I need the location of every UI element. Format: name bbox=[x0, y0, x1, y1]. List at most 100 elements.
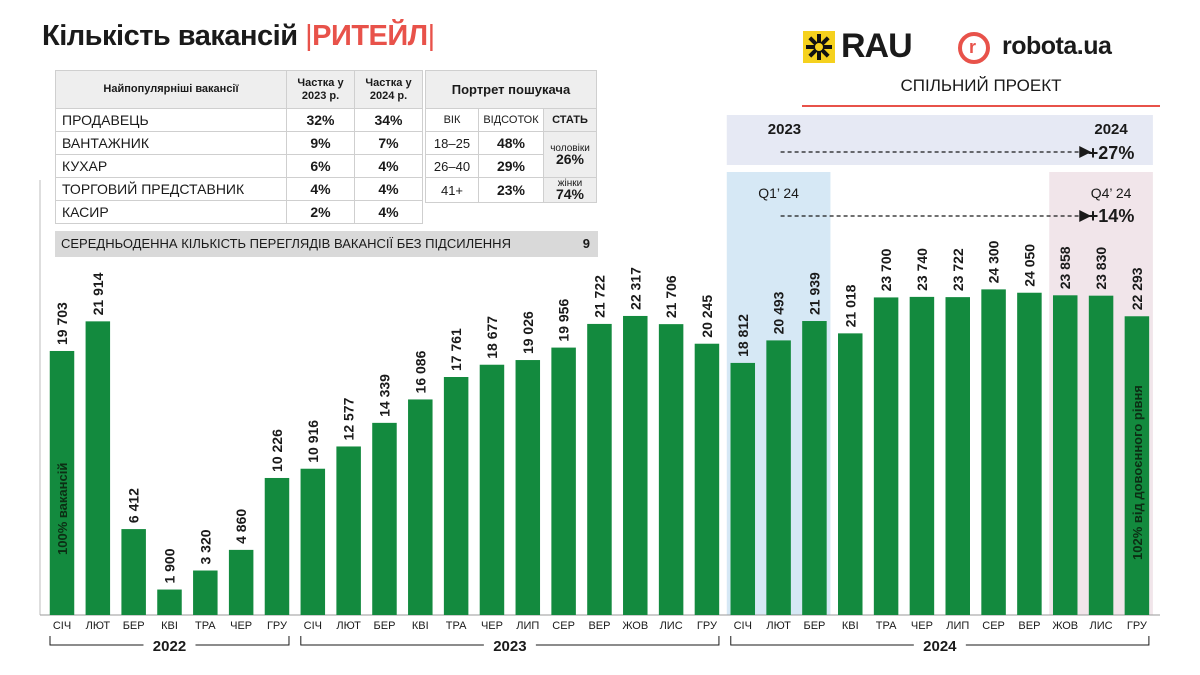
gender-female: жінки 74% bbox=[543, 177, 597, 203]
bar bbox=[372, 422, 397, 615]
comparison-from-label: Q1’ 24 bbox=[758, 185, 799, 201]
bar-value-label: 23 722 bbox=[950, 248, 966, 291]
female-label: жінки bbox=[557, 178, 583, 189]
title-main: Кількість вакансій bbox=[42, 20, 298, 52]
age-range: 18–25 bbox=[425, 131, 479, 155]
comparison-to-label: 2024 bbox=[1094, 121, 1128, 138]
month-tick-label: КВІ bbox=[842, 620, 859, 632]
last-bar-note: 102% від довоєнного рівня bbox=[1130, 385, 1145, 560]
popular-header-2024: Частка у 2024 р. bbox=[354, 70, 423, 109]
comparison-to-label: Q4’ 24 bbox=[1091, 185, 1132, 201]
portrait-col-percent: ВІДСОТОК bbox=[478, 108, 544, 132]
bar bbox=[1052, 295, 1078, 615]
first-bar-note: 100% вакансій bbox=[55, 463, 70, 555]
bar-value-label: 10 226 bbox=[269, 429, 285, 472]
bar bbox=[802, 321, 827, 615]
month-tick-label: СІЧ bbox=[304, 620, 322, 632]
bar bbox=[909, 296, 935, 615]
age-range: 41+ bbox=[425, 177, 479, 203]
month-tick-label: ГРУ bbox=[1127, 620, 1148, 632]
table-row: 26–40 29% bbox=[425, 154, 597, 178]
bar-value-label: 22 317 bbox=[627, 267, 643, 310]
female-value: 74% bbox=[555, 186, 585, 202]
bar bbox=[551, 347, 576, 615]
share-2024: 7% bbox=[354, 131, 423, 155]
joint-project-underline bbox=[802, 105, 1160, 107]
bar bbox=[730, 362, 756, 615]
bar bbox=[408, 399, 433, 615]
share-2024: 4% bbox=[354, 177, 423, 201]
age-range: 26–40 bbox=[425, 154, 479, 178]
table-row: 41+ 23% жінки 74% bbox=[425, 177, 597, 203]
month-tick-label: ТРА bbox=[195, 620, 216, 632]
bar bbox=[515, 360, 541, 615]
candidate-portrait-table: Портрет пошукача ВІК ВІДСОТОК СТАТЬ 18–2… bbox=[425, 70, 597, 203]
table-row: ВАНТАЖНИК 9% 7% bbox=[55, 131, 423, 155]
title-accent: РИТЕЙЛ bbox=[312, 20, 428, 52]
year-label: 2024 bbox=[923, 638, 957, 655]
vacancy-name: ПРОДАВЕЦЬ bbox=[55, 108, 287, 132]
bar bbox=[873, 297, 899, 615]
male-value: 26% bbox=[555, 150, 585, 167]
bar bbox=[479, 364, 505, 615]
bar bbox=[193, 570, 218, 615]
month-tick-label: ЛЮТ bbox=[766, 620, 791, 632]
bar-value-label: 21 018 bbox=[842, 284, 858, 327]
month-tick-label: ГРУ bbox=[267, 620, 288, 632]
bar-value-label: 21 706 bbox=[663, 275, 679, 318]
year-label: 2023 bbox=[493, 638, 526, 655]
joint-project-label: СПІЛЬНИЙ ПРОЕКТ bbox=[900, 76, 1062, 95]
month-tick-label: ЖОВ bbox=[622, 620, 648, 632]
month-tick-label: ЛЮТ bbox=[86, 620, 111, 632]
share-2023: 9% bbox=[286, 131, 355, 155]
month-tick-label: БЕР bbox=[123, 620, 145, 632]
bar-value-label: 24 050 bbox=[1021, 244, 1037, 287]
month-tick-label: КВІ bbox=[161, 620, 178, 632]
month-tick-label: СІЧ bbox=[53, 620, 71, 632]
bar-value-label: 18 677 bbox=[484, 316, 500, 359]
table-row: КУХАР 6% 4% bbox=[55, 154, 423, 178]
bar-value-label: 21 939 bbox=[806, 272, 822, 315]
bar bbox=[1017, 292, 1042, 615]
bar bbox=[443, 377, 469, 615]
table-row: КАСИР 2% 4% bbox=[55, 200, 423, 224]
comparison-change-value: +14% bbox=[1088, 206, 1135, 226]
month-tick-label: СІЧ bbox=[734, 620, 752, 632]
share-2023: 32% bbox=[286, 108, 355, 132]
arrow-head-icon bbox=[1079, 146, 1092, 158]
age-percent: 29% bbox=[478, 154, 544, 178]
bar-value-label: 18 812 bbox=[735, 314, 751, 357]
comparison-change-value: +27% bbox=[1088, 143, 1135, 163]
table-row: ТОРГОВИЙ ПРЕДСТАВНИК 4% 4% bbox=[55, 177, 423, 201]
month-labels-group: СІЧ ЛЮТ БЕР КВІ ТРА ЧЕР ГРУ СІЧ ЛЮТ БЕР КВІ ТРА ЧЕР Л… bbox=[53, 620, 1148, 632]
bar bbox=[766, 340, 791, 615]
rau-logo: RAU bbox=[803, 27, 923, 65]
bar-value-label: 6 412 bbox=[126, 488, 142, 523]
table-row: 18–25 48% чоловіки 26% bbox=[425, 131, 597, 178]
gender-male: чоловіки 26% bbox=[543, 131, 597, 178]
bar-value-label: 20 245 bbox=[699, 295, 715, 338]
bar-value-label: 19 703 bbox=[54, 302, 70, 345]
comparison-from-label: 2023 bbox=[768, 121, 801, 138]
month-tick-label: СЕР bbox=[982, 620, 1005, 632]
age-percent: 48% bbox=[478, 131, 544, 155]
share-2023: 4% bbox=[286, 177, 355, 201]
bar bbox=[1088, 295, 1114, 615]
average-views-label: СЕРЕДНЬОДЕННА КІЛЬКІСТЬ ПЕРЕГЛЯДІВ ВАКАН… bbox=[61, 236, 511, 251]
popular-header-row: Найпопулярніші вакансії Частка у 2023 р.… bbox=[55, 70, 423, 109]
bar bbox=[157, 589, 182, 615]
bar-value-label: 20 493 bbox=[771, 291, 787, 334]
bar-value-label: 10 916 bbox=[305, 420, 321, 463]
share-2023: 6% bbox=[286, 154, 355, 178]
bar bbox=[981, 289, 1006, 615]
month-tick-label: СЕР bbox=[552, 620, 575, 632]
month-tick-label: ТРА bbox=[876, 620, 897, 632]
vacancy-name: КАСИР bbox=[55, 200, 287, 224]
rau-logo-text: RAU bbox=[841, 27, 913, 65]
month-tick-label: ВЕР bbox=[588, 620, 610, 632]
bar bbox=[336, 446, 361, 615]
month-tick-label: ЛИП bbox=[516, 620, 539, 632]
share-2024: 4% bbox=[354, 200, 423, 224]
year-bracket: 2024 bbox=[730, 636, 1150, 655]
